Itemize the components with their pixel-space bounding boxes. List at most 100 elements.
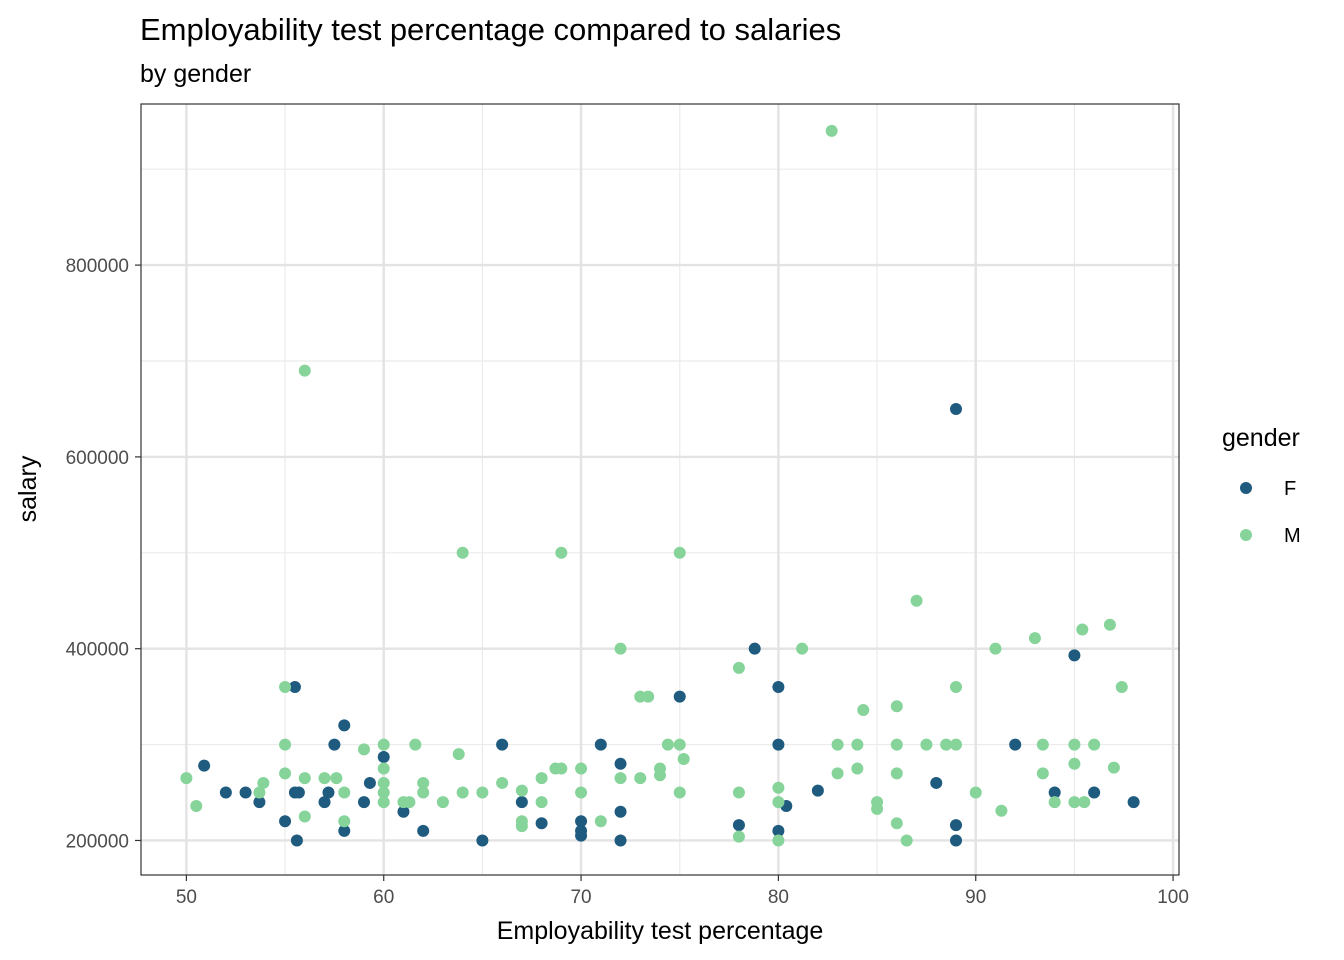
data-point-m bbox=[920, 738, 933, 751]
data-point-m bbox=[1103, 618, 1116, 631]
data-point-m bbox=[890, 817, 903, 830]
data-point-m bbox=[575, 786, 588, 799]
data-point-m bbox=[900, 834, 913, 847]
data-point-f bbox=[292, 786, 305, 799]
data-point-m bbox=[831, 767, 844, 780]
data-point-m bbox=[871, 802, 884, 815]
data-point-m bbox=[279, 681, 292, 694]
data-point-f bbox=[1068, 649, 1081, 662]
data-point-m bbox=[673, 546, 686, 559]
data-point-m bbox=[515, 820, 528, 833]
data-point-m bbox=[950, 681, 963, 694]
data-point-f bbox=[288, 681, 301, 694]
grid-major bbox=[141, 104, 1179, 875]
x-tick-label: 100 bbox=[1157, 887, 1189, 908]
data-point-f bbox=[950, 819, 963, 832]
legend-key-m bbox=[1240, 529, 1252, 541]
data-point-f bbox=[748, 642, 761, 655]
data-point-m bbox=[642, 690, 655, 703]
data-point-m bbox=[857, 704, 870, 717]
data-point-m bbox=[377, 786, 390, 799]
data-point-m bbox=[417, 776, 430, 789]
x-tick-label: 70 bbox=[570, 887, 591, 908]
data-point-m bbox=[555, 546, 568, 559]
data-point-m bbox=[575, 762, 588, 775]
data-point-m bbox=[772, 781, 785, 794]
data-point-m bbox=[298, 364, 311, 377]
data-point-m bbox=[452, 748, 465, 761]
chart-subtitle: by gender bbox=[140, 60, 251, 88]
data-point-f bbox=[575, 829, 588, 842]
data-point-f bbox=[219, 786, 232, 799]
y-tick-label: 400000 bbox=[66, 640, 129, 661]
data-point-f bbox=[673, 690, 686, 703]
data-point-m bbox=[673, 786, 686, 799]
data-point-f bbox=[772, 738, 785, 751]
data-point-f bbox=[338, 824, 351, 837]
data-point-f bbox=[1009, 738, 1022, 751]
data-point-m bbox=[614, 772, 627, 785]
data-point-m bbox=[732, 786, 745, 799]
data-point-m bbox=[890, 767, 903, 780]
data-point-m bbox=[257, 776, 270, 789]
data-point-m bbox=[851, 738, 864, 751]
data-point-f bbox=[614, 834, 627, 847]
chart-title: Employability test percentage compared t… bbox=[140, 12, 841, 47]
data-point-m bbox=[1107, 761, 1120, 774]
data-point-f bbox=[290, 834, 303, 847]
data-point-m bbox=[330, 772, 343, 785]
data-point-m bbox=[825, 124, 838, 137]
data-point-f bbox=[1127, 796, 1140, 809]
data-point-f bbox=[357, 796, 370, 809]
data-point-f bbox=[1088, 786, 1101, 799]
data-point-f bbox=[950, 834, 963, 847]
data-point-m bbox=[190, 799, 203, 812]
data-point-f bbox=[338, 719, 351, 732]
data-point-m bbox=[1068, 757, 1081, 770]
data-point-m bbox=[1068, 796, 1081, 809]
x-tick-label: 90 bbox=[965, 887, 986, 908]
x-axis-title: Employability test percentage bbox=[497, 917, 824, 945]
data-point-m bbox=[969, 786, 982, 799]
data-point-f bbox=[328, 738, 341, 751]
data-point-f bbox=[198, 759, 211, 772]
data-point-m bbox=[1048, 796, 1061, 809]
data-point-m bbox=[436, 796, 449, 809]
data-point-f bbox=[772, 681, 785, 694]
data-point-m bbox=[1028, 632, 1041, 645]
data-point-m bbox=[456, 786, 469, 799]
data-point-m bbox=[634, 772, 647, 785]
data-point-m bbox=[1115, 681, 1128, 694]
data-point-f bbox=[535, 817, 548, 830]
y-tick-label: 600000 bbox=[66, 448, 129, 469]
legend-label-f: F bbox=[1284, 478, 1296, 500]
data-point-m bbox=[950, 738, 963, 751]
data-point-f bbox=[363, 776, 376, 789]
data-point-m bbox=[377, 762, 390, 775]
data-point-m bbox=[654, 769, 666, 782]
data-point-m bbox=[796, 642, 809, 655]
data-point-f bbox=[322, 786, 335, 799]
data-point-m bbox=[831, 738, 844, 751]
x-tick-label: 50 bbox=[176, 887, 197, 908]
data-point-f bbox=[239, 786, 252, 799]
data-point-f bbox=[253, 796, 266, 809]
data-point-m bbox=[732, 830, 745, 843]
data-point-m bbox=[180, 772, 193, 785]
data-point-f bbox=[279, 815, 292, 828]
data-point-m bbox=[298, 810, 311, 823]
data-point-m bbox=[515, 784, 528, 797]
data-point-m bbox=[476, 786, 489, 799]
data-point-f bbox=[811, 784, 824, 797]
data-point-f bbox=[476, 834, 489, 847]
data-point-f bbox=[397, 805, 410, 818]
data-point-f bbox=[496, 738, 509, 751]
data-point-f bbox=[318, 796, 331, 809]
data-point-m bbox=[298, 772, 311, 785]
y-axis: 200000 400000 600000 800000 bbox=[66, 256, 141, 852]
data-points bbox=[180, 124, 1140, 847]
data-point-m bbox=[851, 762, 864, 775]
data-point-m bbox=[496, 776, 509, 789]
legend-label-m: M bbox=[1284, 525, 1301, 547]
plot-panel-border bbox=[140, 103, 1180, 876]
